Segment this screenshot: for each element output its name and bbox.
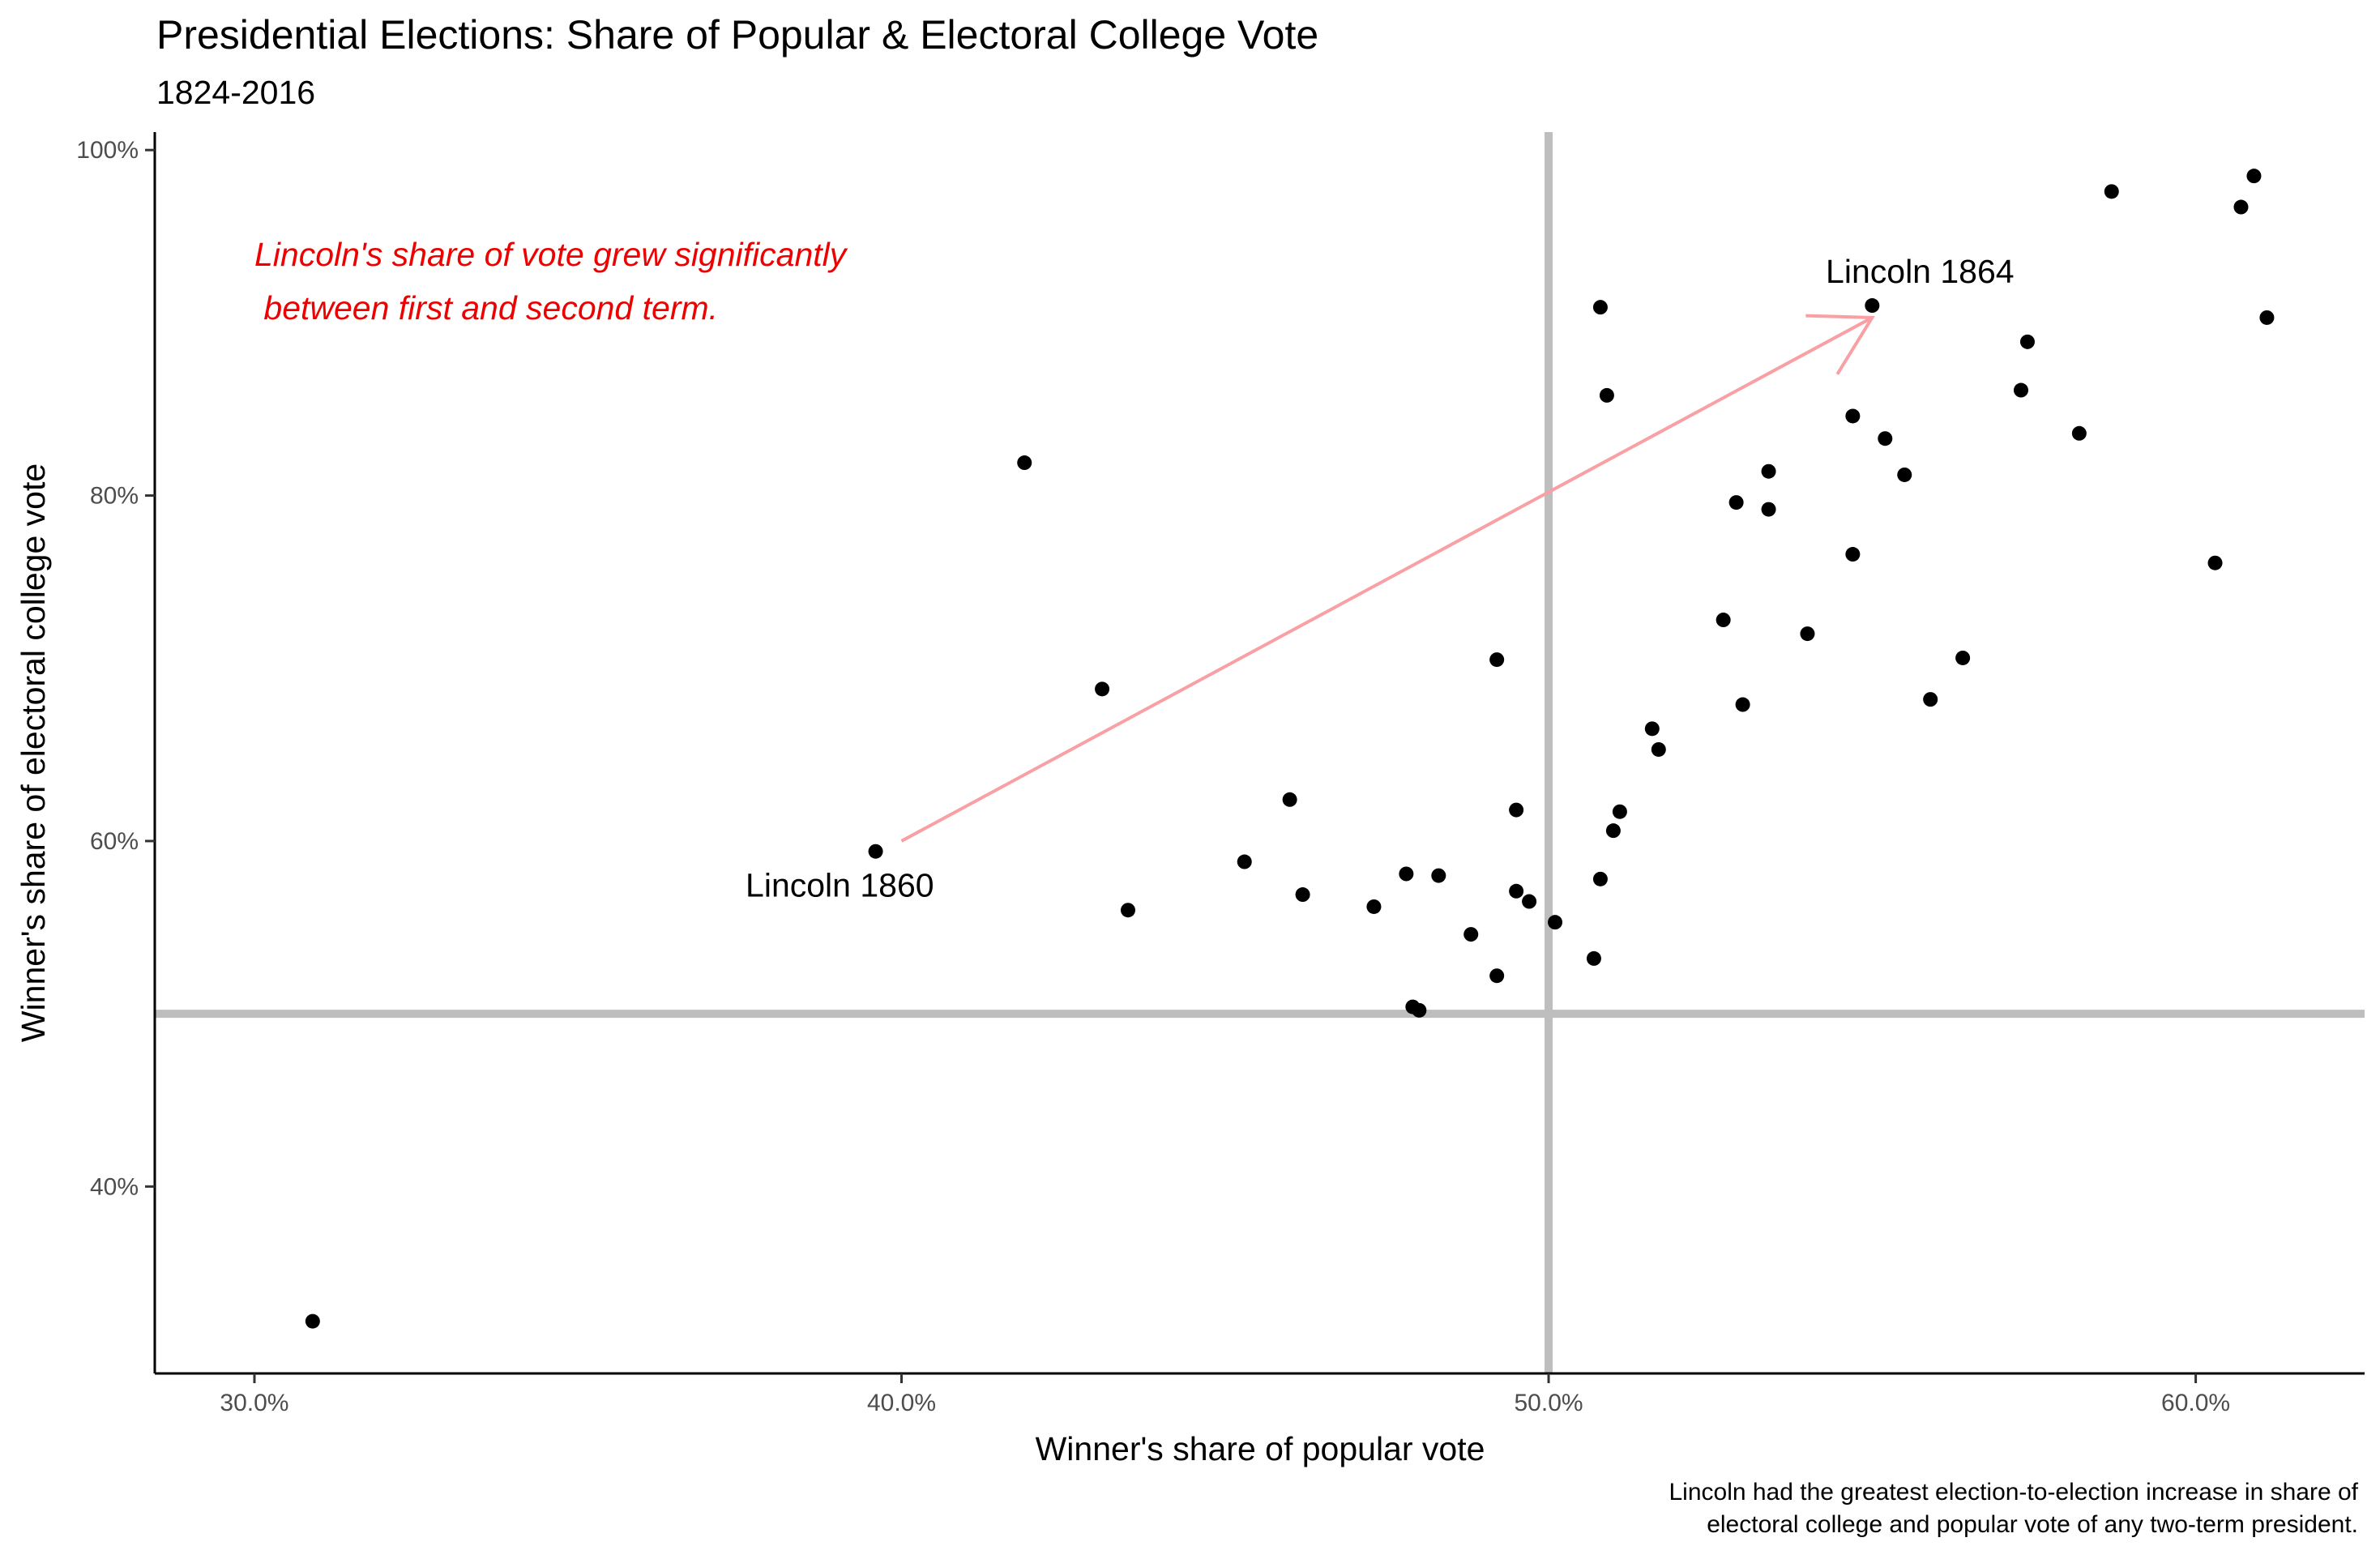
y-tick-label: 80% (90, 483, 139, 510)
x-axis-title: Winner's share of popular vote (1036, 1430, 1485, 1467)
point-label: Lincoln 1864 (1826, 253, 2015, 290)
data-point (1897, 467, 1912, 482)
y-axis-title: Winner's share of electoral college vote (15, 463, 52, 1042)
data-point (1761, 463, 1776, 479)
data-point (2233, 199, 2249, 215)
data-point (1509, 802, 1524, 818)
data-point (1017, 455, 1032, 471)
data-point (1120, 903, 1135, 918)
data-point (868, 844, 883, 859)
data-point (1845, 408, 1861, 424)
data-point (1728, 495, 1744, 510)
data-point (1716, 613, 1731, 628)
caption: Lincoln had the greatest election-to-ele… (1669, 1479, 2358, 1538)
annotation: Lincoln's share of vote grew significant… (254, 236, 848, 327)
data-point (1237, 854, 1252, 869)
data-point (1735, 697, 1750, 712)
y-tick-label: 60% (90, 828, 139, 855)
data-point (1509, 883, 1524, 899)
x-tick-label: 40.0% (867, 1390, 936, 1416)
data-point (2246, 169, 2262, 184)
data-point (2071, 425, 2087, 441)
data-point (1463, 927, 1479, 942)
data-point (305, 1313, 320, 1329)
data-point (2104, 184, 2119, 199)
data-point (1412, 1002, 1427, 1018)
data-point (1599, 387, 1614, 403)
data-point (1955, 650, 1971, 665)
arrow-shaft (900, 316, 1874, 843)
data-point (1095, 681, 1110, 697)
data-point (1592, 300, 1608, 315)
data-point (1923, 692, 1938, 707)
annotation-line: Lincoln's share of vote grew significant… (254, 236, 848, 273)
x-tick-label: 50.0% (1515, 1390, 1583, 1416)
data-point (1366, 899, 1382, 914)
data-point (1800, 626, 1815, 642)
chart-title: Presidential Elections: Share of Popular… (156, 12, 1318, 58)
data-point (1431, 868, 1446, 883)
data-point (2259, 310, 2275, 325)
data-point (1522, 894, 1537, 909)
data-points (305, 169, 2275, 1329)
reference-lines (155, 132, 2365, 1373)
y-tick-label: 40% (90, 1173, 139, 1200)
data-point (2013, 382, 2028, 398)
lincoln-arrow (900, 314, 1875, 843)
annotation-line: between first and second term. (254, 289, 718, 327)
data-point (1586, 950, 1601, 966)
data-point (1878, 431, 1893, 446)
data-point (1644, 721, 1660, 737)
data-point (1489, 652, 1505, 668)
caption-line: electoral college and popular vote of an… (1707, 1511, 2358, 1538)
data-point (1612, 804, 1627, 819)
data-point (1295, 887, 1310, 903)
point-labels: Lincoln 1860 Lincoln 1864 (746, 253, 2015, 904)
x-axis-ticks: 30.0% 40.0% 50.0% 60.0% (220, 1373, 2230, 1416)
data-point (1282, 792, 1297, 807)
data-point (1865, 298, 1880, 314)
data-point (2019, 334, 2035, 349)
data-point (1845, 547, 1861, 562)
x-tick-label: 60.0% (2161, 1390, 2230, 1416)
x-tick-label: 30.0% (220, 1390, 288, 1416)
data-point (1548, 915, 1563, 930)
y-tick-label: 100% (76, 137, 139, 164)
data-point (1399, 866, 1414, 882)
data-point (1761, 502, 1776, 517)
data-point (1651, 741, 1666, 757)
arrow-head (1805, 314, 1875, 375)
chart-subtitle: 1824-2016 (156, 74, 315, 111)
data-point (2207, 555, 2223, 570)
caption-line: Lincoln had the greatest election-to-ele… (1669, 1479, 2358, 1506)
y-axis-ticks: 40% 60% 80% 100% (76, 137, 155, 1200)
point-label: Lincoln 1860 (746, 867, 934, 904)
data-point (1489, 968, 1505, 984)
data-point (1605, 823, 1621, 839)
data-point (1592, 871, 1608, 886)
